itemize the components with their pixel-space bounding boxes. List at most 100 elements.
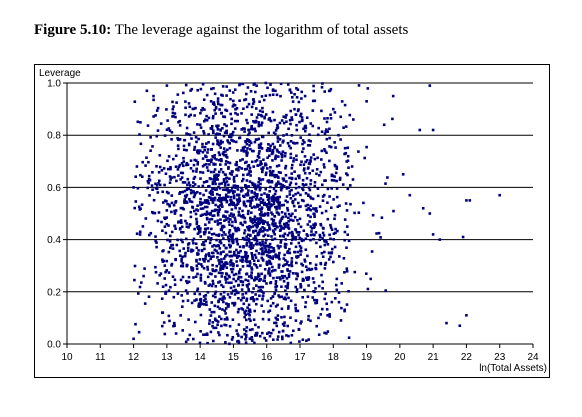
data-point-2106: [247, 139, 251, 142]
data-point-952: [250, 218, 254, 221]
data-point-128: [326, 330, 330, 333]
data-point-809: [391, 117, 394, 121]
data-point-2423: [287, 216, 290, 220]
data-point-1124: [197, 249, 200, 252]
data-point-357: [309, 238, 312, 242]
data-point-2555: [216, 244, 220, 247]
data-point-28: [184, 340, 188, 344]
data-point-784: [227, 281, 231, 285]
data-point-1398: [224, 160, 228, 163]
data-point-1596: [284, 285, 288, 288]
data-point-1602: [328, 313, 331, 316]
data-point-973: [181, 264, 185, 268]
data-point-2137: [242, 201, 246, 204]
data-point-2411: [277, 213, 281, 216]
data-point-572: [193, 292, 196, 296]
data-point-2407: [141, 175, 144, 178]
data-point-1415: [218, 240, 222, 244]
data-point-2580: [202, 333, 205, 336]
data-point-1516: [263, 276, 266, 280]
data-point-1686: [231, 186, 234, 190]
data-point-1694: [194, 212, 198, 216]
data-point-1563: [230, 338, 234, 341]
data-point-1797: [253, 205, 256, 208]
data-point-2167: [275, 324, 279, 328]
data-point-1662: [245, 297, 249, 301]
data-point-2344: [202, 98, 206, 101]
data-point-2110: [163, 277, 166, 280]
data-point-2523: [333, 141, 336, 144]
data-point-278: [220, 283, 223, 287]
data-point-2034: [247, 275, 251, 278]
data-point-2280: [174, 165, 178, 168]
data-point-124: [315, 324, 318, 328]
y-tick-label-5: 1.0: [47, 79, 61, 90]
data-point-186: [255, 226, 259, 229]
data-point-668: [292, 329, 295, 333]
data-point-2103: [267, 248, 271, 251]
data-point-2549: [192, 131, 196, 134]
data-point-433: [248, 262, 252, 265]
data-point-101: [290, 238, 294, 242]
data-point-409: [224, 233, 227, 236]
data-point-458: [228, 172, 232, 175]
data-point-2405: [291, 163, 294, 167]
data-point-1701: [275, 93, 279, 97]
data-point-2235: [212, 339, 215, 343]
data-point-826: [248, 337, 252, 340]
data-point-856: [276, 123, 279, 127]
data-point-2193: [213, 154, 217, 157]
data-point-1443: [224, 196, 227, 200]
data-point-799: [211, 182, 215, 186]
data-point-1202: [226, 217, 230, 220]
data-point-1862: [301, 264, 305, 267]
data-point-2105: [205, 180, 209, 183]
data-point-2522: [225, 109, 229, 112]
data-point-2307: [334, 297, 337, 300]
data-point-1393: [256, 193, 259, 196]
data-point-1117: [227, 305, 230, 308]
data-point-1105: [226, 210, 229, 214]
data-point-2234: [336, 205, 340, 208]
data-point-787: [237, 228, 241, 231]
data-point-2076: [270, 249, 273, 253]
y-tick-label-4: 0.8: [47, 131, 61, 142]
data-point-700: [238, 197, 241, 200]
data-point-1386: [255, 249, 258, 253]
data-point-2437: [363, 156, 366, 160]
data-point-2191: [169, 178, 172, 181]
data-point-1750: [266, 149, 269, 153]
data-point-110: [276, 244, 280, 248]
data-point-639: [248, 199, 251, 203]
data-point-765: [223, 323, 226, 327]
data-point-694: [294, 192, 297, 196]
data-point-2201: [278, 224, 282, 228]
data-point-1297: [222, 290, 226, 294]
data-point-1515: [304, 129, 307, 133]
data-point-841: [266, 205, 269, 208]
data-point-351: [194, 136, 198, 139]
data-point-1599: [222, 300, 225, 304]
data-point-521: [251, 225, 255, 228]
data-point-753: [321, 231, 325, 235]
data-point-2526: [313, 99, 317, 103]
data-point-810: [187, 181, 191, 184]
data-point-1073: [222, 196, 225, 200]
data-point-2491: [171, 243, 174, 247]
data-point-1976: [302, 127, 305, 131]
data-point-309: [240, 179, 244, 183]
data-point-547: [215, 233, 218, 237]
data-point-2244: [199, 297, 203, 301]
data-point-1525: [271, 88, 275, 91]
data-point-2089: [246, 285, 249, 288]
data-point-1060: [169, 246, 172, 250]
data-point-392: [162, 167, 166, 170]
data-point-719: [332, 260, 335, 264]
data-point-195: [222, 147, 226, 150]
data-point-1947: [251, 183, 255, 187]
data-point-66: [211, 324, 214, 328]
data-point-2174: [232, 140, 235, 143]
data-point-959: [335, 187, 339, 190]
data-point-908: [273, 237, 277, 241]
data-point-1442: [134, 175, 137, 178]
